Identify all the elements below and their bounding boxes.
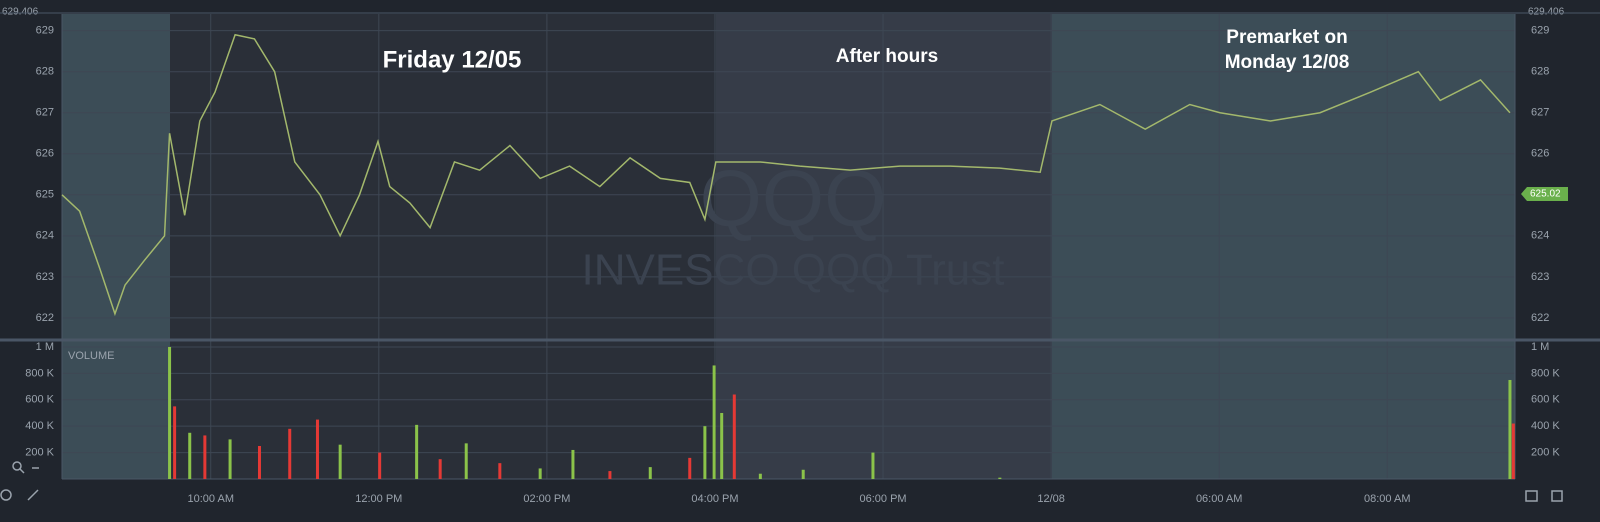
settings-icon[interactable] bbox=[0, 489, 12, 501]
y-tick-label: 400 K bbox=[25, 420, 54, 432]
price-tag-label: 625.02 bbox=[1530, 189, 1561, 200]
x-tick-label: 02:00 PM bbox=[523, 493, 570, 505]
annotation: Friday 12/05 bbox=[383, 46, 522, 73]
annotation: Monday 12/08 bbox=[1225, 52, 1350, 73]
y-tick-label: 629 bbox=[36, 25, 54, 37]
volume-bar bbox=[188, 432, 192, 479]
volume-bar bbox=[438, 459, 442, 479]
volume-bar bbox=[871, 452, 875, 479]
y-tick-label: 626 bbox=[36, 148, 54, 160]
zoom-icon[interactable] bbox=[19, 468, 25, 474]
x-tick-label: 10:00 AM bbox=[188, 493, 234, 505]
x-tick-label: 12:00 PM bbox=[355, 493, 402, 505]
y-tick-label: 400 K bbox=[1531, 420, 1560, 432]
volume-bar bbox=[1508, 379, 1512, 479]
y-tick-label: 800 K bbox=[1531, 367, 1560, 379]
y-tick-label: 200 K bbox=[25, 446, 54, 458]
x-tick-label: 04:00 PM bbox=[691, 493, 738, 505]
volume-bar bbox=[648, 467, 652, 479]
volume-bar bbox=[703, 426, 707, 479]
volume-bar bbox=[257, 445, 261, 479]
volume-bar bbox=[173, 406, 177, 479]
premarket-shade bbox=[62, 14, 170, 479]
y-tick-label: 625 bbox=[36, 189, 54, 201]
volume-bar bbox=[720, 412, 724, 479]
x-tick-label: 06:00 AM bbox=[1196, 493, 1242, 505]
volume-label: VOLUME bbox=[68, 350, 114, 362]
y-tick-label: 600 K bbox=[1531, 394, 1560, 406]
volume-bar bbox=[688, 457, 692, 479]
volume-bar bbox=[712, 365, 716, 479]
y-tick-label: 627 bbox=[1531, 107, 1549, 119]
grid bbox=[62, 14, 1515, 479]
volume-bar bbox=[571, 449, 575, 479]
volume-bar bbox=[203, 435, 207, 479]
chart-icon[interactable] bbox=[1525, 490, 1538, 502]
annotation: Premarket on bbox=[1226, 27, 1347, 48]
save-icon[interactable] bbox=[1551, 490, 1563, 502]
zoom-icon[interactable] bbox=[12, 461, 22, 471]
volume-bar bbox=[498, 463, 502, 479]
volume-bar bbox=[168, 346, 172, 479]
y-tick-label: 628 bbox=[1531, 66, 1549, 78]
x-tick-label: 12/08 bbox=[1037, 493, 1065, 505]
volume-bar bbox=[378, 452, 382, 479]
y-tick-label: 624 bbox=[1531, 230, 1549, 242]
y-tick-label: 629 bbox=[1531, 25, 1549, 37]
volume-bar bbox=[608, 471, 612, 479]
volume-bar bbox=[228, 439, 232, 479]
y-tick-label: 627 bbox=[36, 107, 54, 119]
watermark: QQQ bbox=[700, 154, 887, 243]
y-tick-label: 623 bbox=[1531, 271, 1549, 283]
volume-bar bbox=[538, 468, 542, 479]
x-tick-label: 06:00 PM bbox=[859, 493, 906, 505]
y-top-label: 629.406 bbox=[2, 7, 39, 18]
volume-bar bbox=[288, 428, 292, 479]
price-line bbox=[61, 33, 1511, 317]
y-tick-label: 800 K bbox=[25, 367, 54, 379]
y-tick-label: 624 bbox=[36, 230, 54, 242]
x-tick-label: 08:00 AM bbox=[1364, 493, 1410, 505]
y-tick-label: 626 bbox=[1531, 148, 1549, 160]
volume-bar bbox=[415, 424, 419, 479]
y-tick-label: 1 M bbox=[36, 341, 54, 353]
annotation: After hours bbox=[836, 46, 938, 67]
volume-bar bbox=[758, 473, 762, 479]
pin-icon[interactable] bbox=[27, 489, 39, 501]
volume-bar bbox=[998, 477, 1002, 479]
y-tick-label: 600 K bbox=[25, 394, 54, 406]
y-tick-label: 628 bbox=[36, 66, 54, 78]
volume-bar bbox=[338, 444, 342, 479]
price-tag bbox=[1521, 186, 1568, 201]
y-tick-label: 200 K bbox=[1531, 446, 1560, 458]
volume-bar bbox=[464, 443, 468, 479]
volume-bar bbox=[801, 469, 805, 479]
y-top-label: 629.406 bbox=[1528, 7, 1565, 18]
y-tick-label: 1 M bbox=[1531, 341, 1549, 353]
volume-bar bbox=[1511, 423, 1515, 479]
premarket-shade bbox=[1052, 14, 1515, 479]
toolbar[interactable] bbox=[0, 461, 1563, 502]
afterhours-shade bbox=[716, 14, 1052, 479]
y-tick-label: 623 bbox=[36, 271, 54, 283]
y-tick-label: 622 bbox=[1531, 312, 1549, 324]
watermark: INVESCO QQQ Trust bbox=[582, 246, 1005, 295]
volume-bar bbox=[315, 419, 319, 479]
y-tick-label: 622 bbox=[36, 312, 54, 324]
volume-bar bbox=[732, 394, 736, 479]
